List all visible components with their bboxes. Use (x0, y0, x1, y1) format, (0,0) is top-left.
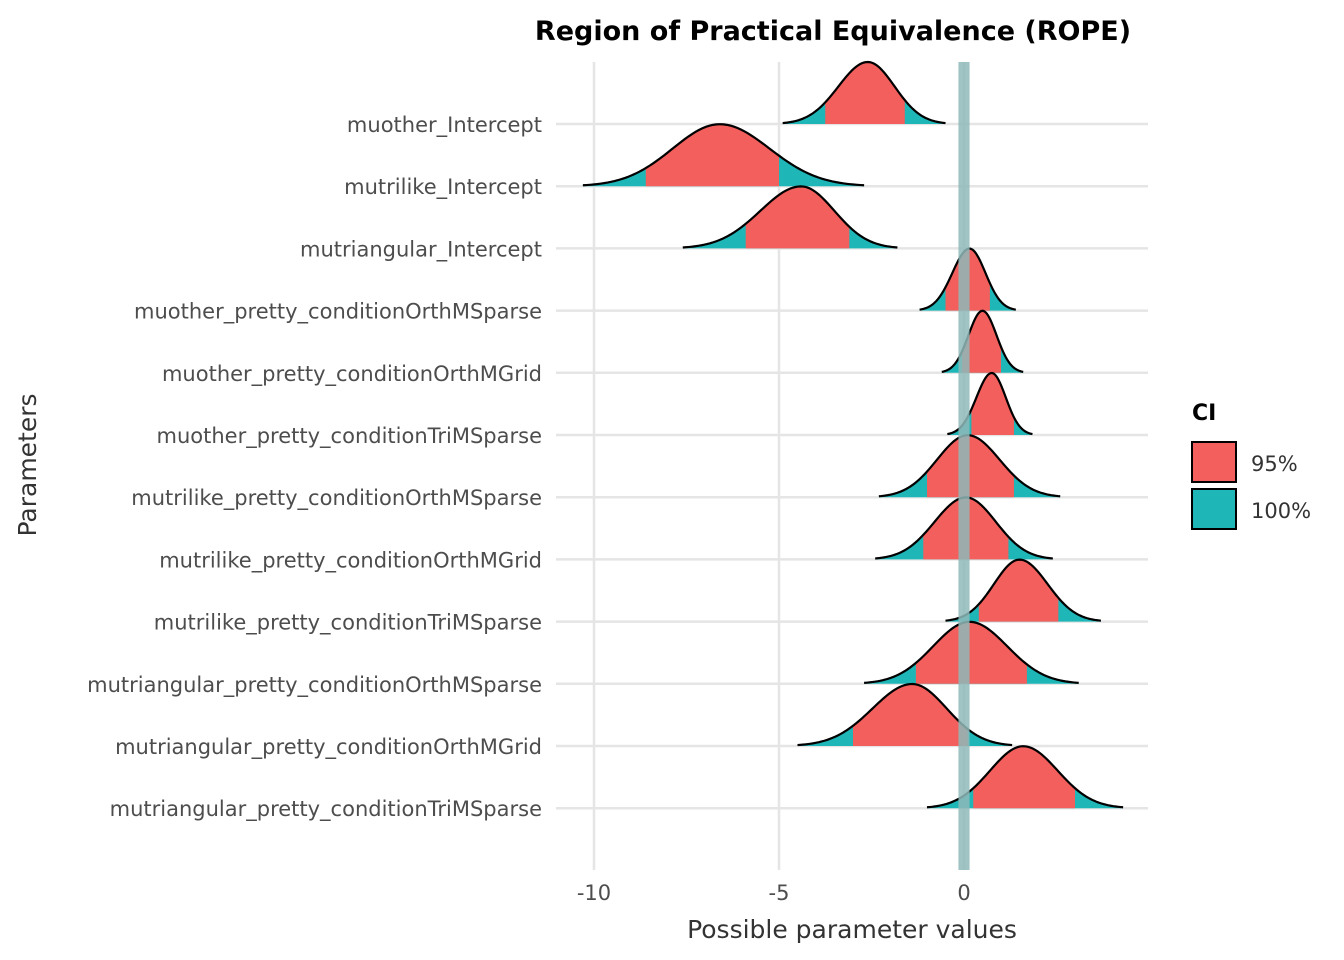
ridge-fill-95 (971, 373, 1014, 435)
y-tick-label: mutrilike_Intercept (344, 175, 542, 200)
y-axis-title: Parameters (13, 393, 42, 536)
y-tick-label: mutrilike_pretty_conditionOrthMGrid (159, 548, 542, 573)
legend-label-100: 100% (1251, 499, 1311, 523)
legend: CI 95% 100% (1191, 401, 1311, 530)
ridge-outline (582, 123, 865, 187)
x-axis-ticks: -10 -5 0 (577, 881, 971, 905)
ridge-fill-95 (853, 684, 968, 746)
x-tick-label: 0 (957, 881, 970, 905)
ridge-fill-95 (915, 621, 1027, 684)
ridge-outline (782, 60, 946, 125)
y-tick-label: mutrilike_pretty_conditionTriMSparse (154, 611, 542, 636)
ridge-outline (864, 620, 1079, 684)
ridge-fill-95 (825, 62, 905, 124)
chart-title: Region of Practical Equivalence (ROPE) (535, 16, 1131, 47)
x-tick-label: -5 (769, 881, 790, 905)
legend-label-95: 95% (1251, 452, 1298, 476)
y-tick-label: mutrilike_pretty_conditionOrthMSparse (131, 486, 542, 511)
ridge-outline (797, 682, 1013, 747)
ridge-outline (945, 558, 1102, 622)
ridge-mutrilike_Intercept (582, 123, 865, 187)
y-tick-label: mutriangular_pretty_conditionOrthMSparse (87, 673, 542, 698)
ridge-mutriangular_pretty_conditionOrthMGrid (797, 682, 1013, 747)
y-tick-label: muother_Intercept (347, 113, 542, 138)
legend-title: CI (1192, 401, 1216, 426)
ridge-muother_Intercept (782, 60, 946, 125)
y-tick-label: mutriangular_pretty_conditionTriMSparse (110, 797, 542, 822)
ridge-fill-95 (645, 124, 779, 187)
y-tick-label: muother_pretty_conditionOrthMGrid (162, 362, 542, 387)
legend-key-100 (1191, 488, 1237, 530)
ridge-muother_pretty_conditionOrthMGrid (941, 309, 1024, 373)
rope-band (958, 62, 970, 870)
legend-key-95 (1191, 441, 1237, 483)
y-tick-label: mutriangular_pretty_conditionOrthMGrid (115, 735, 542, 760)
ridge-mutriangular_pretty_conditionTriMSparse (926, 745, 1124, 809)
y-tick-label: muother_pretty_conditionTriMSparse (157, 424, 542, 449)
ridge-fill-95 (927, 435, 1014, 498)
ridge-mutriangular_pretty_conditionOrthMSparse (864, 620, 1079, 684)
ridge-fill-95 (973, 746, 1075, 809)
x-axis-title: Possible parameter values (687, 915, 1017, 944)
y-tick-label: muother_pretty_conditionOrthMSparse (134, 300, 542, 325)
ridge-outline (941, 309, 1024, 373)
ridge-fill-95 (745, 186, 850, 249)
ridge-mutriangular_Intercept (682, 185, 898, 249)
ridge-fill-95 (978, 559, 1059, 622)
ridge-mutrilike_pretty_conditionTriMSparse (945, 558, 1102, 622)
y-tick-label: mutriangular_Intercept (300, 237, 542, 262)
ridge-outline (682, 185, 898, 249)
x-tick-label: -10 (577, 881, 611, 905)
y-axis-labels: muother_Intercept mutrilike_Interceptmutr… (87, 113, 542, 822)
